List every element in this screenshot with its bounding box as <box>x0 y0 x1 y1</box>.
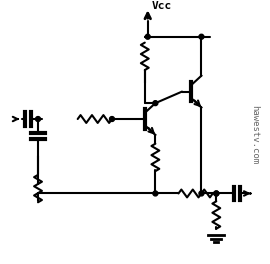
Circle shape <box>36 117 40 121</box>
Circle shape <box>153 191 158 196</box>
Circle shape <box>199 34 204 39</box>
Circle shape <box>110 117 114 121</box>
Circle shape <box>214 191 219 196</box>
Text: hawestv.com: hawestv.com <box>250 105 259 164</box>
Circle shape <box>153 101 158 106</box>
Circle shape <box>145 34 150 39</box>
Circle shape <box>214 191 219 196</box>
Text: Vcc: Vcc <box>152 1 172 11</box>
Circle shape <box>199 191 204 196</box>
